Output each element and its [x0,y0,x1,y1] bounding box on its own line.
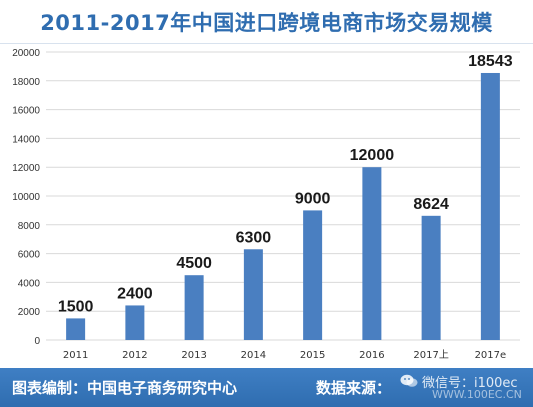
x-tick-label: 2017上 [413,349,448,361]
data-label: 4500 [176,255,212,272]
compiler-credit: 图表编制：中国电子商务研究中心 [12,379,238,397]
y-tick-label: 8000 [18,221,41,232]
bar [66,318,86,340]
wechat-watermark: 微信号：i100ec [400,370,518,392]
y-tick-label: 0 [34,336,40,347]
x-tick-label: 2017e [475,350,507,361]
y-tick-label: 10000 [12,192,40,203]
footer-bar: 图表编制：中国电子商务研究中心 数据来源： [0,368,533,407]
y-tick-label: 16000 [12,106,40,117]
data-label: 6300 [236,229,272,246]
bar [480,72,500,340]
chart-title: 2011-2017年中国进口跨境电商市场交易规模 [40,10,493,35]
bar [125,305,145,340]
x-tick-label: 2014 [241,350,266,361]
x-tick-label: 2013 [181,350,206,361]
x-tick-label: 2012 [122,350,147,361]
bar [362,167,382,340]
y-tick-label: 14000 [12,134,40,145]
title-bar: 2011-2017年中国进口跨境电商市场交易规模 [0,0,533,44]
bar [421,215,441,340]
bar [303,210,323,340]
x-tick-label: 2011 [63,350,88,361]
watermark-text: 微信号：i100ec [422,375,518,391]
watermark-url: WWW.100EC.CN [432,388,522,401]
data-label: 9000 [295,190,331,207]
data-label: 1500 [58,298,94,315]
data-label: 8624 [413,196,449,213]
y-tick-label: 4000 [18,278,41,289]
data-source-label: 数据来源： [316,379,392,397]
y-tick-label: 6000 [18,250,41,261]
chart-area: 0 2000 4000 6000 8000 10000 12000 14000 16000 180… [0,46,533,366]
x-tick-label: 2015 [300,350,325,361]
y-tick-label: 18000 [12,77,40,88]
x-tick-label: 2016 [359,350,384,361]
wechat-icon [400,374,418,387]
y-tick-label: 12000 [12,163,40,174]
y-tick-label: 2000 [18,307,41,318]
bar-chart: 0 2000 4000 6000 8000 10000 12000 14000 16000 180… [12,48,520,361]
y-tick-label: 20000 [12,48,40,59]
data-label: 18543 [468,53,513,70]
bar [243,249,263,340]
bar [184,275,204,340]
data-label: 12000 [350,147,395,164]
data-label: 2400 [117,285,153,302]
